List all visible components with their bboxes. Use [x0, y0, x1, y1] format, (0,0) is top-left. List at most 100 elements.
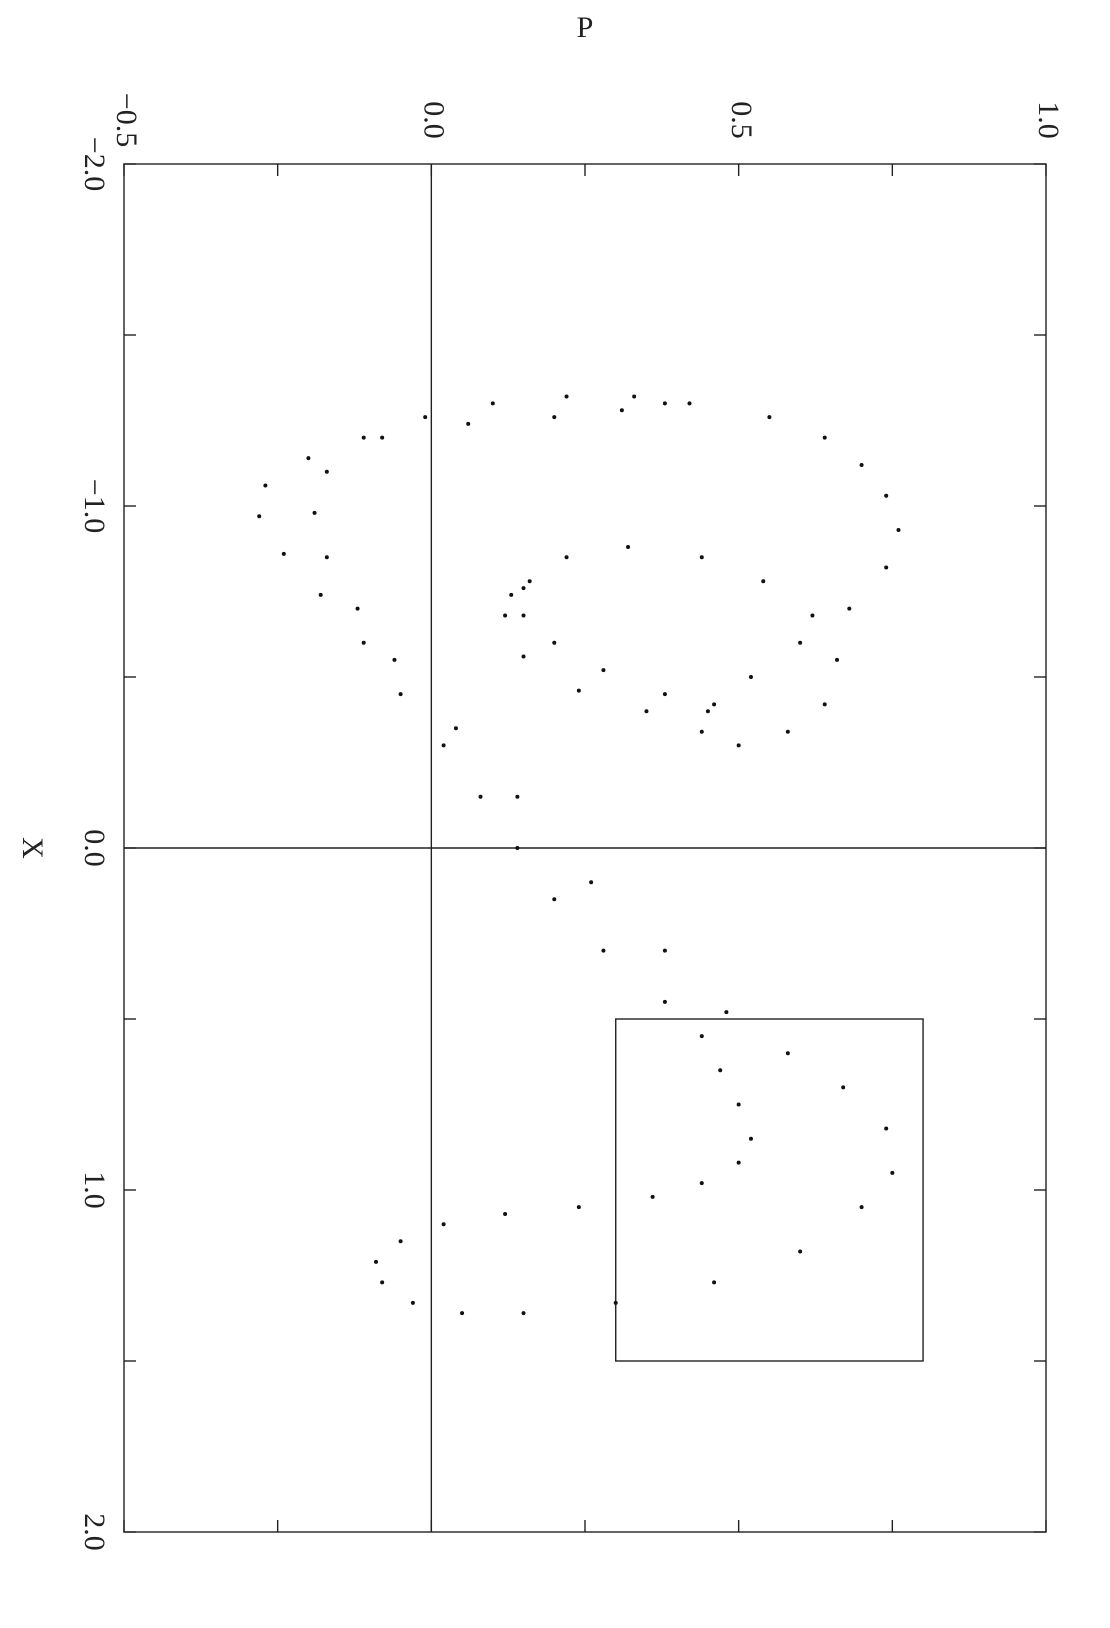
x-tick-label: 2.0 [78, 1513, 111, 1551]
y-axis-title: P [577, 11, 594, 44]
data-point [767, 415, 772, 420]
data-point [699, 555, 704, 560]
data-point [527, 579, 532, 584]
x-tick-label: 1.0 [78, 1171, 111, 1209]
data-point [374, 1259, 379, 1264]
data-point [441, 1222, 446, 1227]
data-point [884, 493, 889, 498]
data-point [884, 1126, 889, 1131]
data-point [361, 435, 366, 440]
data-point [576, 1205, 581, 1210]
data-point [466, 421, 471, 426]
data-point [859, 462, 864, 467]
data-point [736, 1160, 741, 1165]
data-point [761, 579, 766, 584]
data-point [619, 408, 624, 413]
data-point [257, 514, 262, 519]
data-point [515, 846, 520, 850]
data-point [478, 794, 483, 799]
data-point [662, 948, 667, 953]
y-tick-label: 0.5 [725, 101, 758, 139]
data-point [503, 1211, 508, 1216]
data-point [423, 415, 428, 420]
data-point [552, 415, 557, 420]
data-point [490, 401, 495, 406]
data-point [392, 657, 397, 662]
data-point [798, 640, 803, 645]
data-point [699, 1034, 704, 1039]
data-point [632, 394, 637, 399]
data-point [896, 527, 901, 532]
data-point [712, 1280, 717, 1285]
data-point [712, 702, 717, 707]
data-point [576, 688, 581, 693]
y-tick-label: 0.0 [417, 101, 450, 139]
data-point [263, 483, 268, 488]
data-point [736, 743, 741, 748]
data-point [324, 555, 329, 560]
data-point [552, 640, 557, 645]
data-point [521, 586, 526, 591]
data-point [847, 606, 852, 611]
x-tick-label: −2.0 [78, 137, 111, 191]
data-point [312, 510, 317, 515]
data-point [699, 1181, 704, 1186]
data-point [884, 565, 889, 570]
data-point [460, 1311, 465, 1316]
data-point [521, 1311, 526, 1316]
data-point [515, 794, 520, 799]
inset-box [615, 1018, 924, 1362]
data-point [724, 1010, 729, 1015]
data-point [822, 435, 827, 440]
data-point [355, 606, 360, 611]
data-points-layer [257, 394, 901, 1316]
data-point [281, 551, 286, 556]
data-point [822, 702, 827, 707]
data-point [718, 1068, 723, 1073]
data-point [503, 613, 508, 618]
data-point [810, 613, 815, 618]
plot-frame-layer [123, 163, 1047, 1533]
data-point [589, 880, 594, 885]
data-point [841, 1085, 846, 1090]
data-point [318, 592, 323, 597]
data-point [601, 948, 606, 953]
data-point [890, 1170, 895, 1175]
data-point [380, 1280, 385, 1285]
data-point [398, 692, 403, 697]
data-point [380, 435, 385, 440]
data-point [785, 729, 790, 734]
data-point [835, 657, 840, 662]
data-point [662, 401, 667, 406]
x-tick-label: 0.0 [78, 829, 111, 867]
data-point [324, 469, 329, 474]
data-point [521, 654, 526, 659]
x-tick-label: −1.0 [78, 479, 111, 533]
data-point [644, 709, 649, 714]
x-axis-title: X [16, 837, 49, 859]
data-point [398, 1239, 403, 1244]
data-point [552, 897, 557, 902]
data-point [650, 1194, 655, 1199]
y-tick-label: −0.5 [110, 93, 143, 147]
data-point [859, 1205, 864, 1210]
data-point [687, 401, 692, 406]
data-point [306, 456, 311, 461]
data-point [699, 729, 704, 734]
data-point [705, 709, 710, 714]
tick-labels-layer: −2.0 −1.0 0.0 1.0 2.0 −0.5 0.0 0.5 1.0 [78, 93, 1065, 1551]
data-point [626, 545, 631, 550]
data-point [785, 1051, 790, 1056]
data-point [453, 726, 458, 731]
data-point [601, 668, 606, 673]
data-point [509, 592, 514, 597]
data-point [564, 394, 569, 399]
data-point [564, 555, 569, 560]
data-point [748, 1136, 753, 1141]
data-point [361, 640, 366, 645]
data-point [798, 1249, 803, 1254]
y-tick-label: 1.0 [1032, 101, 1065, 139]
data-point [748, 675, 753, 679]
data-point [736, 1102, 741, 1107]
